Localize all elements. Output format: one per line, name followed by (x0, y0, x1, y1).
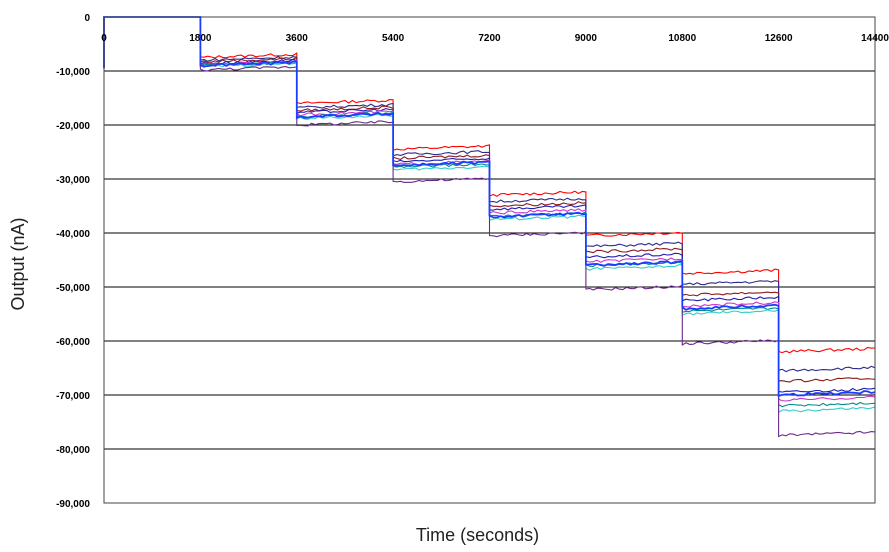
x-tick-label: 3600 (286, 33, 309, 44)
x-tick-labels: 0 1800 3600 5400 7200 9000 10800 12600 14400 (101, 33, 889, 44)
y-tick-label: -40,000 (56, 229, 90, 240)
plot-frame (103, 16, 876, 504)
series-line (103, 16, 876, 354)
y-tick-label: -20,000 (56, 121, 90, 132)
x-tick-label: 0 (101, 33, 107, 44)
y-tick-label: -90,000 (56, 499, 90, 510)
y-tick-label: -50,000 (56, 283, 90, 294)
y-tick-label: -30,000 (56, 175, 90, 186)
y-tick-labels: 0 -10,000 -20,000 -30,000 -40,000 -50,000 -60,… (56, 13, 90, 510)
x-tick-label: 14400 (861, 33, 889, 44)
series-line (103, 16, 876, 397)
y-tick-label: 0 (84, 13, 90, 24)
y-axis-label: Output (nA) (8, 217, 28, 310)
x-tick-label: 7200 (478, 33, 501, 44)
series-line (103, 16, 876, 373)
series-line (103, 16, 876, 438)
x-axis-label: Time (seconds) (416, 525, 539, 545)
y-tick-label: -10,000 (56, 67, 90, 78)
series-line (103, 16, 876, 383)
y-tick-label: -80,000 (56, 445, 90, 456)
y-tick-label: -70,000 (56, 391, 90, 402)
x-tick-label: 9000 (575, 33, 598, 44)
series-lines (103, 16, 876, 438)
x-tick-label: 5400 (382, 33, 405, 44)
gridlines (104, 16, 875, 504)
x-tick-label: 12600 (765, 33, 793, 44)
y-tick-label: -60,000 (56, 337, 90, 348)
x-tick-label: 1800 (189, 33, 212, 44)
x-tick-label: 10800 (668, 33, 696, 44)
